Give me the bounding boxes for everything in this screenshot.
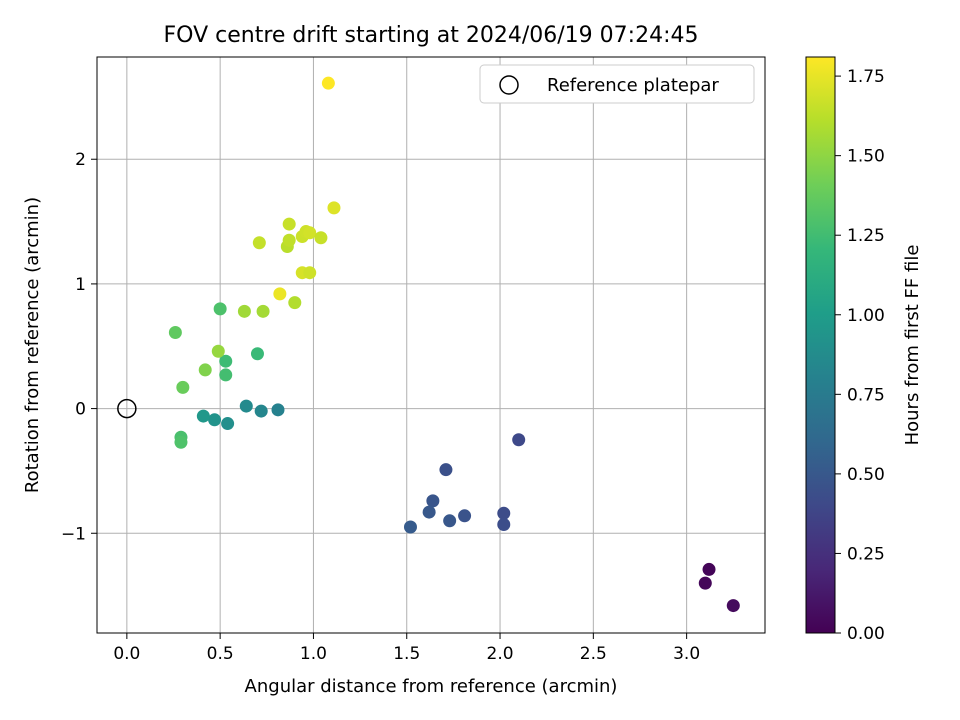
x-axis-ticks: 0.0 0.5 1.0 1.5 2.0 2.5 3.0 (113, 633, 700, 664)
data-point (327, 201, 341, 215)
data-point (497, 506, 511, 520)
data-point (168, 326, 182, 340)
colorbar-tick-label: 0.25 (847, 544, 885, 564)
x-tick-label: 1.0 (300, 644, 327, 664)
reference-platepar-marker (117, 398, 137, 419)
colorbar-tick-label: 0.75 (847, 385, 885, 405)
data-point (458, 509, 472, 523)
data-point (237, 304, 251, 318)
x-tick-label: 3.0 (673, 644, 700, 664)
y-tick-label: 1 (75, 275, 86, 295)
data-point (211, 344, 225, 358)
data-point (219, 368, 233, 382)
data-point (288, 296, 302, 310)
data-point (426, 494, 440, 508)
y-tick-label: 0 (75, 400, 86, 420)
y-axis-label: Rotation from reference (arcmin) (22, 197, 43, 493)
colorbar-tick-label: 1.75 (847, 67, 885, 87)
data-point (176, 380, 190, 394)
data-point (512, 433, 526, 447)
colorbar-label: Hours from first FF file (902, 245, 923, 446)
data-point (213, 302, 227, 316)
x-axis-label: Angular distance from reference (arcmin) (245, 676, 618, 697)
colorbar-tick-label: 1.00 (847, 306, 885, 326)
legend-label: Reference platepar (547, 75, 719, 96)
colorbar-tick-label: 0.00 (847, 624, 885, 644)
data-point (321, 76, 335, 90)
colorbar: 0.00 0.25 0.50 0.75 1.00 1.25 1.50 1.75 Hours f… (805, 56, 923, 644)
grid-lines (97, 57, 765, 633)
x-tick-label: 0.5 (207, 644, 234, 664)
y-axis-ticks: −1 0 1 2 (61, 150, 97, 544)
colorbar-tick-label: 1.50 (847, 147, 885, 167)
data-point (256, 304, 270, 318)
data-point (726, 599, 740, 613)
legend-box (479, 64, 755, 104)
data-point (303, 226, 317, 240)
chart-title: FOV centre drift starting at 2024/06/19 … (164, 23, 699, 48)
data-point (439, 463, 453, 477)
data-point (303, 266, 317, 280)
colorbar-tick-label: 1.25 (847, 226, 885, 246)
data-point (219, 354, 233, 368)
data-point (252, 236, 266, 250)
plot-frame (96, 56, 766, 634)
data-point (208, 413, 222, 427)
data-point (698, 576, 712, 590)
colorbar-tick-label: 0.50 (847, 465, 885, 485)
data-point (403, 520, 417, 534)
data-points (168, 76, 740, 613)
y-tick-label: 2 (75, 150, 86, 170)
data-point (314, 231, 328, 245)
data-point (702, 562, 716, 576)
x-tick-label: 1.5 (393, 644, 420, 664)
data-point (273, 287, 287, 301)
colorbar-ticks: 0.00 0.25 0.50 0.75 1.00 1.25 1.50 1.75 (835, 67, 885, 644)
data-point (196, 409, 210, 423)
x-tick-label: 2.5 (580, 644, 607, 664)
data-point (254, 404, 268, 418)
legend: Reference platepar (479, 64, 755, 104)
y-tick-label: −1 (61, 524, 86, 544)
data-point (443, 514, 457, 528)
data-point (271, 403, 285, 417)
colorbar-frame (805, 56, 836, 634)
x-tick-label: 2.0 (487, 644, 514, 664)
data-point (282, 233, 296, 247)
data-point (497, 518, 511, 532)
data-point (221, 417, 235, 431)
legend-marker (499, 75, 519, 95)
data-point (174, 435, 188, 449)
data-point (282, 217, 296, 231)
data-point (422, 505, 436, 519)
data-point (250, 347, 264, 361)
data-point (198, 363, 212, 377)
data-point (239, 399, 253, 413)
colorbar-gradient (806, 57, 835, 633)
x-tick-label: 0.0 (113, 644, 140, 664)
